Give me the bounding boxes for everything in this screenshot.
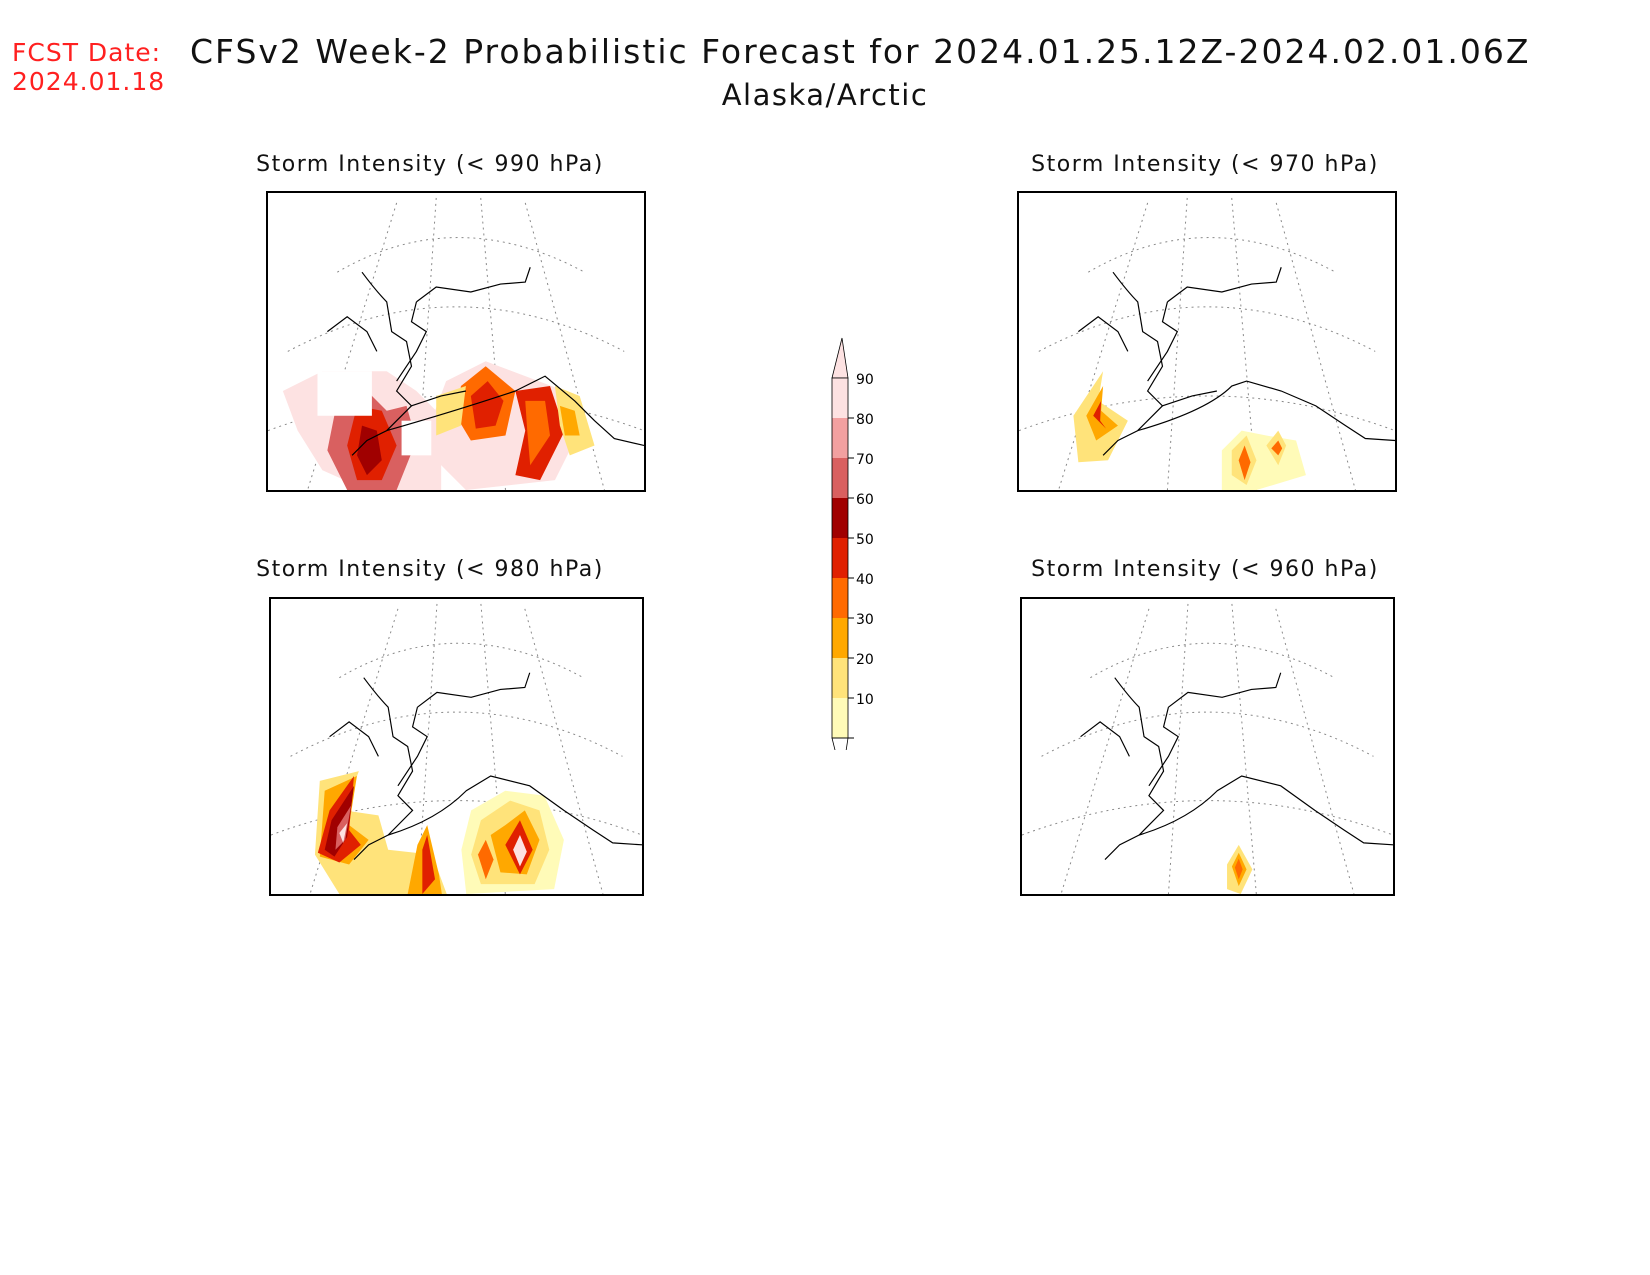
legend-swatch-10 xyxy=(832,698,848,738)
legend-swatch-50 xyxy=(832,538,848,578)
legend-label-20: 20 xyxy=(856,652,874,668)
legend-bar: 90 80 70 60 50 40 30 20 10 xyxy=(831,337,874,779)
map-panel-960 xyxy=(1020,597,1395,896)
panel-title-980: Storm Intensity (< 980 hPa) xyxy=(256,557,604,582)
coastline xyxy=(329,672,642,861)
legend-label-10: 10 xyxy=(856,692,874,708)
coastline xyxy=(327,267,644,456)
graticule xyxy=(1022,603,1393,894)
probability-shading xyxy=(282,361,595,490)
graticule xyxy=(1019,197,1395,490)
fcst-date-label: FCST Date: xyxy=(12,38,162,67)
color-legend: 90 80 70 60 50 40 30 20 10 xyxy=(820,330,900,779)
fcst-date-value: 2024.01.18 xyxy=(12,67,166,96)
map-970 xyxy=(1019,197,1395,490)
legend-swatch-80 xyxy=(832,418,848,458)
legend-label-70: 70 xyxy=(856,452,874,468)
legend-swatch-70 xyxy=(832,458,848,498)
legend-bottom-arrow xyxy=(831,737,849,779)
legend-swatch-40 xyxy=(832,578,848,618)
map-990 xyxy=(268,197,644,490)
coastline xyxy=(1080,672,1393,861)
probability-shading xyxy=(1073,371,1306,490)
legend-swatch-30 xyxy=(832,618,848,658)
coastline xyxy=(1078,267,1395,456)
legend-swatch-90 xyxy=(832,378,848,418)
legend-label-40: 40 xyxy=(856,572,874,588)
map-980 xyxy=(271,603,642,894)
probability-shading xyxy=(314,771,564,894)
legend-swatch-20 xyxy=(832,658,848,698)
legend-border xyxy=(831,377,849,739)
region-subtitle: Alaska/Arctic xyxy=(721,78,929,112)
map-960 xyxy=(1022,603,1393,894)
map-panel-980 xyxy=(269,597,644,896)
page-title: CFSv2 Week-2 Probabilistic Forecast for … xyxy=(190,32,1531,71)
panel-title-960: Storm Intensity (< 960 hPa) xyxy=(1031,557,1379,582)
legend-label-60: 60 xyxy=(856,492,874,508)
panel-title-970: Storm Intensity (< 970 hPa) xyxy=(1031,152,1379,177)
legend-label-30: 30 xyxy=(856,612,874,628)
map-panel-990 xyxy=(266,191,646,492)
map-panel-970 xyxy=(1017,191,1397,492)
legend-label-90: 90 xyxy=(856,372,874,388)
legend-label-80: 80 xyxy=(856,412,874,428)
probability-shading xyxy=(1227,844,1253,894)
legend-top-arrow xyxy=(831,337,849,379)
legend-label-50: 50 xyxy=(856,532,874,548)
legend-swatch-60 xyxy=(832,498,848,538)
panel-title-990: Storm Intensity (< 990 hPa) xyxy=(256,152,604,177)
forecast-date-block: FCST Date: 2024.01.18 xyxy=(12,38,165,96)
